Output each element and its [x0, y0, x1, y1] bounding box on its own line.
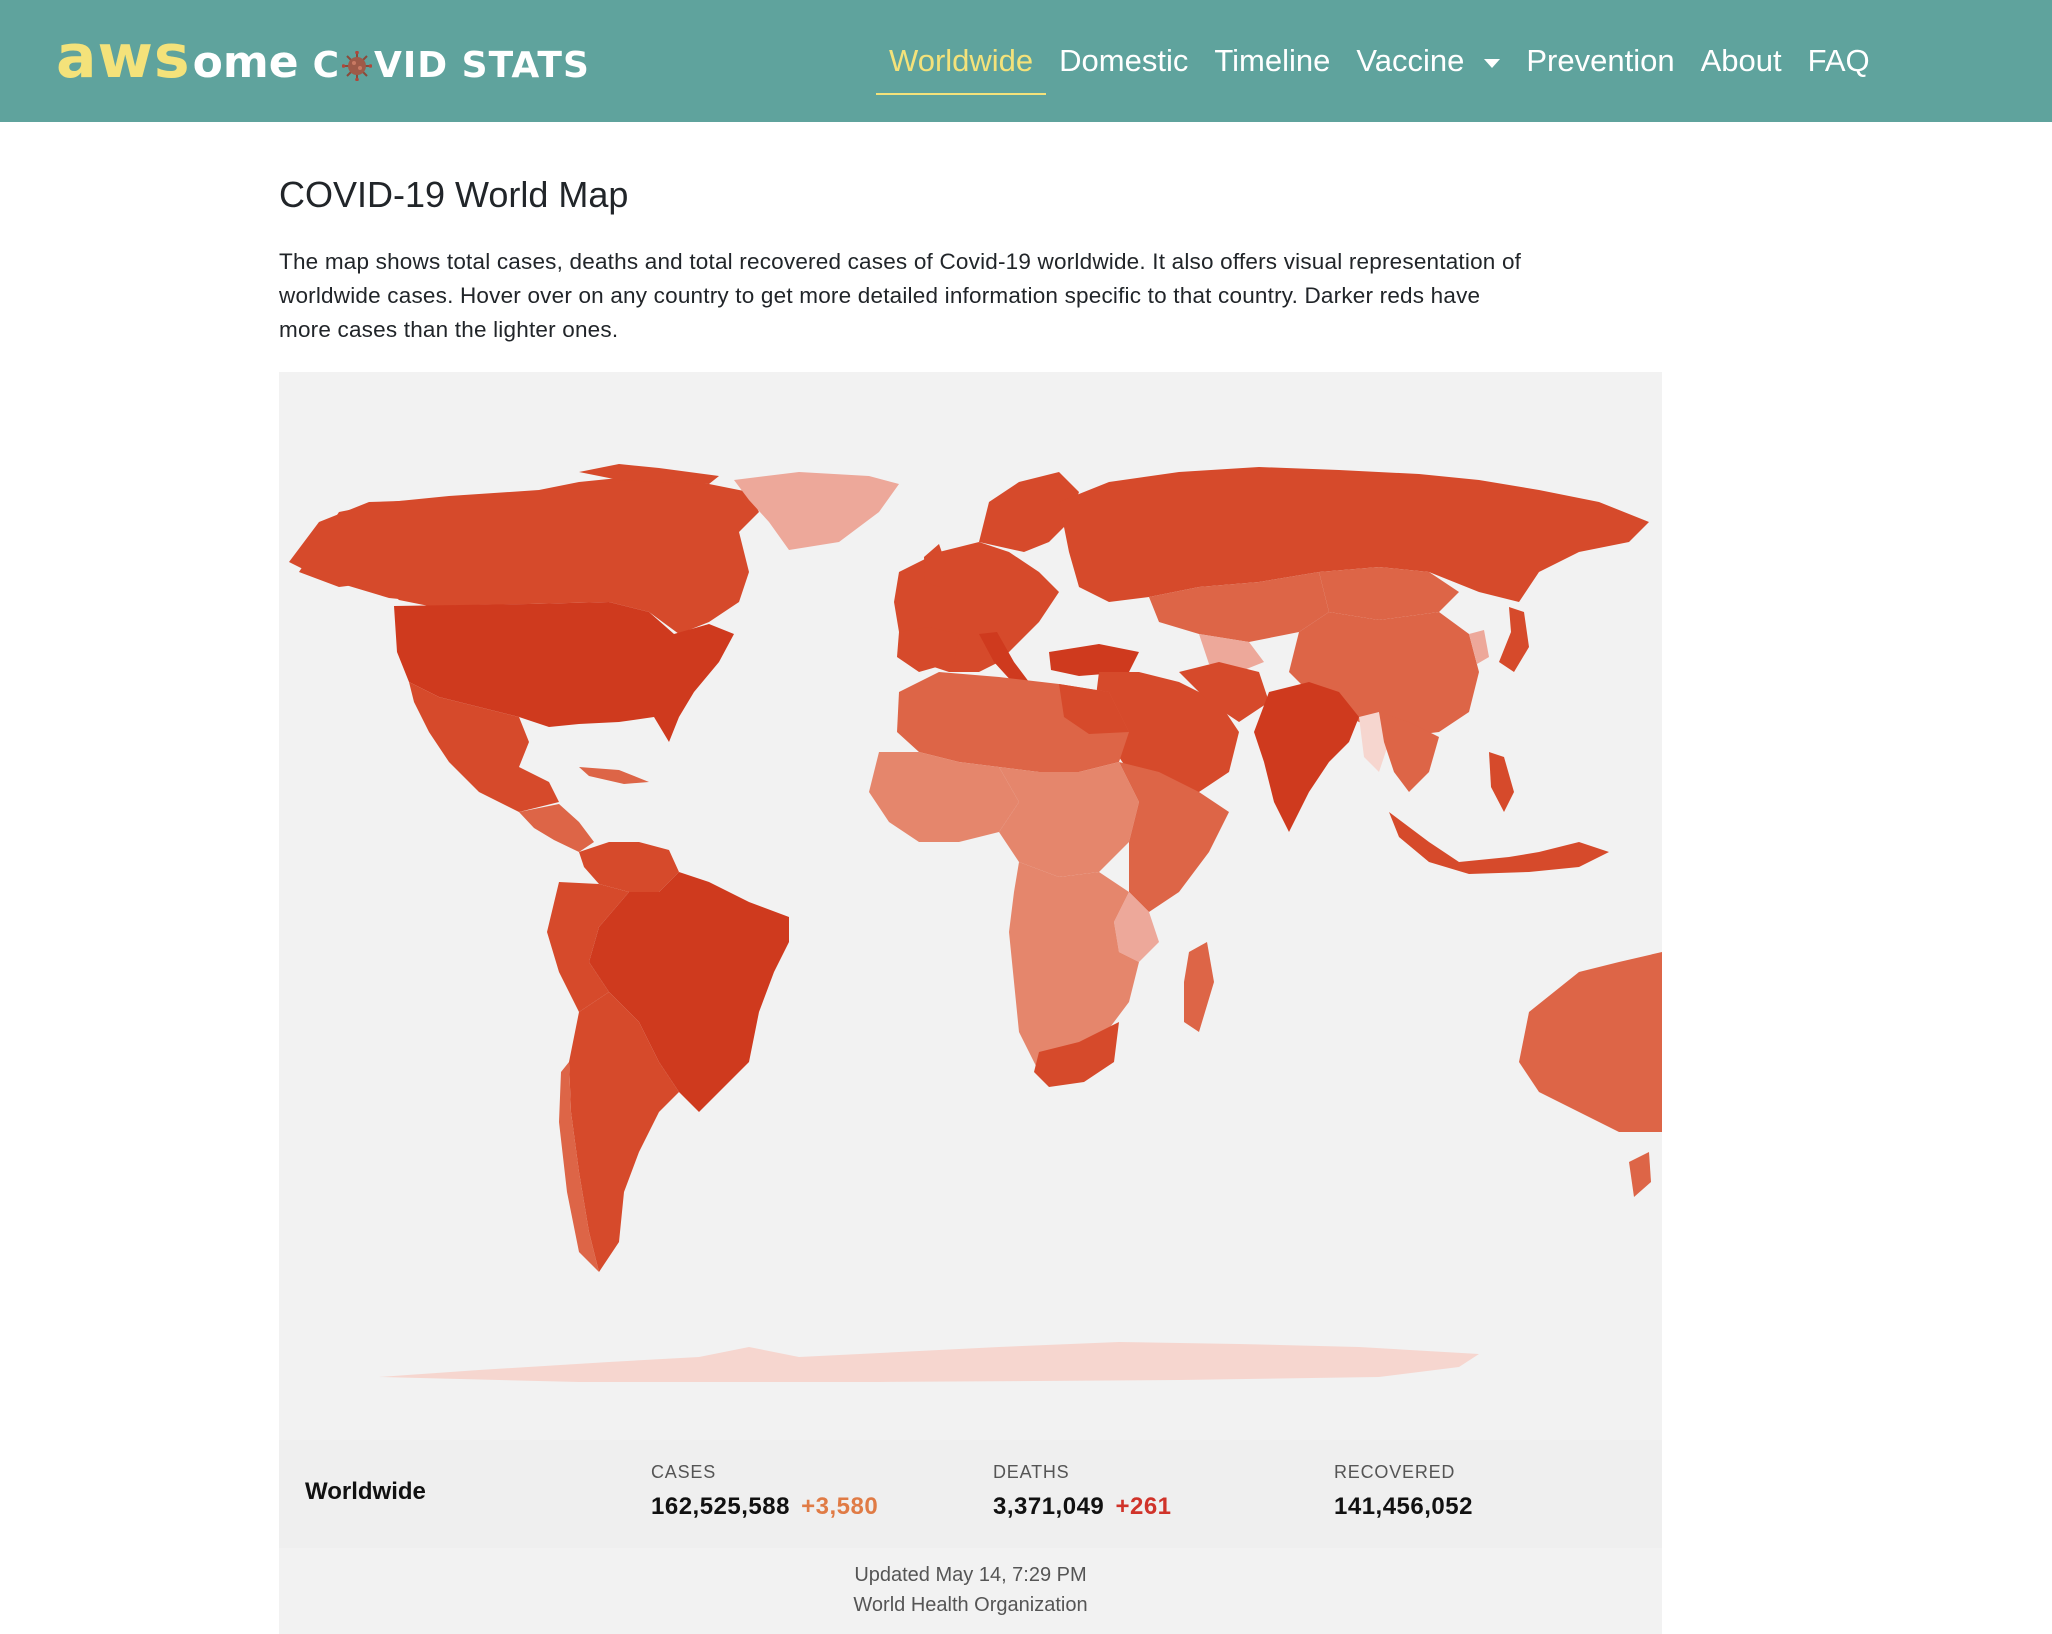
virus-icon [341, 51, 372, 81]
country-east-africa[interactable] [1119, 762, 1229, 912]
cases-value: 162,525,588 [651, 1493, 790, 1520]
page-title: COVID-19 World Map [279, 174, 629, 215]
country-turkey[interactable] [1049, 644, 1139, 676]
country-peru[interactable] [547, 882, 629, 1012]
country-egypt[interactable] [1059, 684, 1129, 734]
stats-bar: Worldwide CASES 162,525,588 +3,580 DEATH… [279, 1440, 1662, 1548]
deaths-delta: +261 [1115, 1493, 1172, 1520]
main-nav: Worldwide Domestic Timeline Vaccine Prev… [876, 0, 1883, 122]
nav-vaccine-dropdown[interactable]: Vaccine [1343, 0, 1513, 122]
cases-stat: CASES 162,525,588 +3,580 [651, 1462, 878, 1521]
intro-paragraph: The map shows total cases, deaths and to… [279, 249, 1522, 342]
country-australia[interactable] [1519, 952, 1662, 1132]
country-chile[interactable] [559, 1062, 599, 1272]
country-mexico[interactable] [409, 682, 559, 812]
country-canada-islands[interactable] [579, 464, 719, 484]
brand-stats: C VID STATS [313, 45, 590, 86]
country-russia[interactable] [1059, 467, 1649, 602]
country-kazakhstan[interactable] [1149, 572, 1329, 642]
navbar: aws ome C VID STATS Worldwide Domestic T… [0, 0, 2052, 122]
country-central-asia[interactable] [1199, 634, 1264, 672]
brand-stats-rest: VID STATS [373, 45, 590, 86]
country-iberia[interactable] [897, 627, 959, 672]
deaths-value-row: 3,371,049 +261 [993, 1493, 1172, 1521]
country-south-africa[interactable] [1034, 1022, 1119, 1087]
country-japan[interactable] [1499, 607, 1529, 672]
country-argentina[interactable] [569, 992, 679, 1272]
brand-aws: aws [56, 22, 191, 92]
country-korea[interactable] [1469, 630, 1489, 664]
country-iran[interactable] [1179, 662, 1269, 722]
country-uk[interactable] [924, 544, 947, 587]
country-scandinavia[interactable] [979, 472, 1079, 552]
data-source: World Health Organization [853, 1594, 1088, 1616]
deaths-value: 3,371,049 [993, 1493, 1105, 1520]
deaths-stat: DEATHS 3,371,049 +261 [993, 1462, 1172, 1521]
cases-value-row: 162,525,588 +3,580 [651, 1493, 878, 1521]
country-india[interactable] [1254, 682, 1359, 832]
nav-vaccine-label: Vaccine [1356, 43, 1465, 78]
nav-domestic[interactable]: Domestic [1059, 43, 1189, 78]
country-alaska[interactable] [289, 500, 429, 602]
world-map-panel: Worldwide CASES 162,525,588 +3,580 DEATH… [279, 372, 1662, 1634]
recovered-value: 141,456,052 [1334, 1493, 1473, 1520]
deaths-label: DEATHS [993, 1462, 1070, 1482]
country-central-america[interactable] [519, 804, 594, 852]
country-brazil[interactable] [589, 872, 789, 1112]
country-thailand-vietnam[interactable] [1379, 712, 1439, 792]
stats-region-label: Worldwide [305, 1478, 426, 1505]
nav-faq[interactable]: FAQ [1807, 43, 1870, 78]
brand-stats-c: C [312, 45, 340, 86]
cases-label: CASES [651, 1462, 717, 1482]
country-new-zealand[interactable] [1629, 1152, 1651, 1197]
country-colombia[interactable] [579, 842, 679, 892]
nav-worldwide[interactable]: Worldwide [876, 0, 1047, 122]
country-middle-east[interactable] [1094, 672, 1239, 792]
nav-about[interactable]: About [1700, 43, 1782, 78]
country-tanzania[interactable] [1114, 892, 1159, 962]
caret-down-icon [1484, 58, 1501, 68]
country-west-africa[interactable] [869, 752, 1019, 842]
country-central-africa[interactable] [999, 762, 1139, 877]
country-mongolia[interactable] [1319, 567, 1459, 620]
nav-timeline[interactable]: Timeline [1214, 43, 1331, 78]
country-antarctica[interactable] [379, 1342, 1479, 1382]
country-indonesia[interactable] [1389, 812, 1609, 874]
country-southern-africa[interactable] [1009, 862, 1139, 1072]
nav-prevention[interactable]: Prevention [1526, 43, 1675, 78]
brand-ome: ome [192, 37, 299, 88]
world-map[interactable] [279, 372, 1662, 1432]
recovered-label: RECOVERED [1334, 1462, 1456, 1482]
country-philippines[interactable] [1489, 752, 1514, 812]
country-italy[interactable] [979, 632, 1029, 684]
brand-logo[interactable]: aws ome C VID STATS [56, 22, 590, 102]
country-madagascar[interactable] [1184, 942, 1214, 1032]
country-cuba[interactable] [579, 767, 649, 784]
updated-timestamp: Updated May 14, 7:29 PM [854, 1564, 1087, 1586]
recovered-stat: RECOVERED 141,456,052 [1334, 1462, 1473, 1521]
country-greenland[interactable] [734, 472, 899, 550]
cases-delta: +3,580 [801, 1493, 879, 1520]
